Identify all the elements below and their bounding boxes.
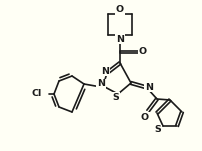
Text: O: O — [116, 5, 124, 14]
Text: N: N — [97, 79, 105, 88]
Text: N: N — [101, 66, 109, 76]
Text: O: O — [141, 112, 149, 122]
Text: S: S — [155, 125, 161, 135]
Text: N: N — [145, 82, 153, 92]
Text: N: N — [116, 34, 124, 43]
Text: O: O — [139, 48, 147, 56]
Text: S: S — [113, 93, 119, 101]
Text: Cl: Cl — [32, 90, 42, 98]
